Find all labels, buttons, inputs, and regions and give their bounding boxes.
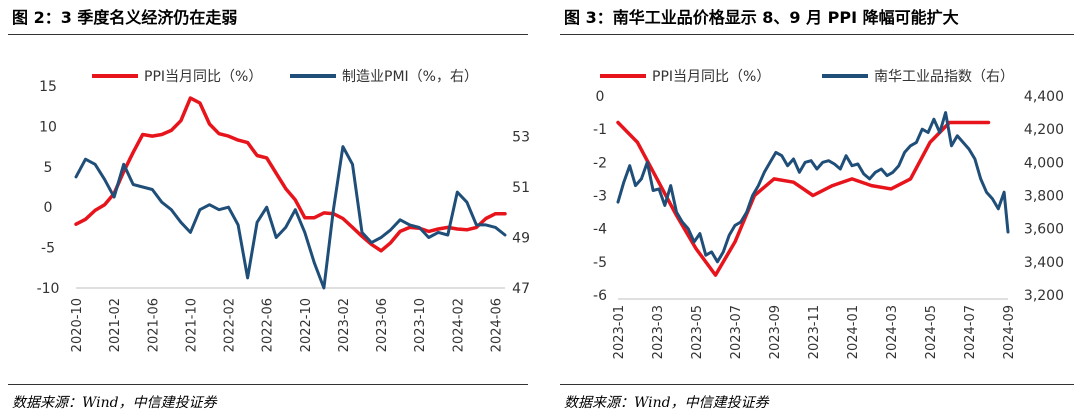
x-axis-tick-label: 2022-06 [261,298,276,352]
chart-svg: 0 -1 -2 -3 -4 -5 -6 4,400 4,200 4,000 3,800 3,600 3,… [593,69,1064,359]
left-axis-tick-label: -4 [593,222,607,238]
x-axis-tick-group: 2021-10 [184,298,199,352]
x-axis-tick-label: 2023-07 [729,305,744,359]
figure-title: 图 2：3 季度名义经济仍在走弱 [12,8,238,27]
x-axis-tick-label: 2021-10 [184,298,199,352]
x-axis-tick-group: 2023-07 [729,305,744,359]
x-axis-tick-label: 2020-10 [70,298,85,352]
right-axis-tick-label: 4,200 [1024,122,1064,138]
x-axis-tick-label: 2024-02 [451,298,466,352]
x-axis-tick-group: 2023-03 [651,305,666,359]
x-axis-tick-group: 2024-05 [924,305,939,359]
series-line [616,111,1010,264]
left-axis-tick-label: -5 [41,241,55,257]
x-axis-tick-label: 2024-07 [963,305,978,359]
x-axis-tick-group: 2023-01 [612,305,627,359]
right-axis-tick-label: 3,800 [1024,189,1064,205]
x-axis-tick-label: 2023-10 [413,298,428,352]
x-axis-tick-group: 2023-06 [375,298,390,352]
right-axis-tick-label: 3,600 [1024,222,1064,238]
left-axis-tick-label: 10 [39,119,57,135]
x-axis-tick-label: 2024-06 [489,298,504,352]
source-note: 数据来源：Wind，中信建投证券 [564,395,769,411]
x-axis-tick-label: 2022-10 [299,298,314,352]
title-divider [8,34,528,35]
x-axis-tick-group: 2024-07 [963,305,978,359]
x-axis-tick-group: 2024-09 [1002,305,1017,359]
right-axis-tick-label: 49 [512,231,530,247]
x-axis-tick-group: 2021-02 [108,298,123,352]
left-axis-tick-label: -6 [593,288,607,304]
series-line [616,120,991,277]
left-axis-tick-label: 0 [596,89,605,105]
title-divider [560,34,1074,35]
right-axis-tick-label: 3,400 [1024,255,1064,271]
x-axis-tick-label: 2021-06 [146,298,161,352]
x-axis-tick-group: 2022-06 [261,298,276,352]
right-axis-tick-label: 4,400 [1024,89,1064,105]
x-axis-tick-label: 2024-09 [1002,305,1017,359]
x-axis-tick-label: 2023-02 [337,298,352,352]
x-axis-tick-label: 2021-02 [108,298,123,352]
left-axis-tick-label: -5 [593,255,607,271]
x-axis-tick-label: 2023-09 [768,305,783,359]
chart-panel-right: 图 3：南华工业品价格显示 8、9 月 PPI 降幅可能扩大 0 -1 -2 -3 -4… [540,0,1080,419]
x-axis-tick-label: 2023-05 [690,305,705,359]
x-axis-tick-group: 2024-01 [846,305,861,359]
figure-title: 图 3：南华工业品价格显示 8、9 月 PPI 降幅可能扩大 [564,8,959,27]
right-axis-tick-label: 53 [512,130,530,146]
x-axis-tick-label: 2023-11 [807,305,822,359]
x-axis-tick-label: 2023-06 [375,298,390,352]
chart-panel-left: 图 2：3 季度名义经济仍在走弱 15 10 5 0 -5 -10 53 51 49 47 2020… [8,8,530,411]
left-axis-tick-label: -1 [593,122,607,138]
x-axis-tick-label: 2022-02 [223,298,238,352]
x-axis-tick-group: 2023-02 [337,298,352,352]
left-axis-tick-label: -2 [593,155,607,171]
x-axis-tick-label: 2023-01 [612,305,627,359]
x-axis-tick-group: 2024-02 [451,298,466,352]
source-note: 数据来源：Wind，中信建投证券 [12,395,217,411]
left-axis-tick-label: 5 [44,160,53,176]
x-axis-tick-group: 2024-03 [885,305,900,359]
x-axis-tick-label: 2023-03 [651,305,666,359]
series-line [74,145,507,290]
left-axis-tick-label: 15 [39,79,57,95]
left-axis-tick-label: 0 [44,200,53,216]
x-axis-tick-label: 2024-05 [924,305,939,359]
x-axis-tick-group: 2022-10 [299,298,314,352]
series-line [74,96,507,253]
right-axis-tick-label: 3,200 [1024,288,1064,304]
legend-label: PPI当月同比（%） [144,69,262,85]
source-divider [560,384,1074,385]
right-axis-tick-label: 51 [512,180,530,196]
x-axis-tick-group: 2023-11 [807,305,822,359]
x-axis-tick-label: 2024-01 [846,305,861,359]
legend-label: 南华工业品指数（右） [874,69,1014,85]
right-axis-tick-label: 47 [512,281,530,297]
right-axis-tick-label: 4,000 [1024,155,1064,171]
left-axis-tick-label: -3 [593,189,607,205]
x-axis-tick-group: 2023-09 [768,305,783,359]
legend-label: PPI当月同比（%） [652,69,770,85]
x-axis-tick-label: 2024-03 [885,305,900,359]
x-axis-tick-group: 2024-06 [489,298,504,352]
x-axis-tick-group: 2021-06 [146,298,161,352]
legend-label: 制造业PMI（%，右） [342,69,478,85]
source-divider [8,384,528,385]
x-axis-tick-group: 2023-10 [413,298,428,352]
x-axis-tick-group: 2023-05 [690,305,705,359]
x-axis-tick-group: 2022-02 [223,298,238,352]
left-axis-tick-label: -10 [37,281,60,297]
chart-svg: 15 10 5 0 -5 -10 53 51 49 47 2020-10 2021-02 2021-06… [37,69,530,352]
x-axis-tick-group: 2020-10 [70,298,85,352]
